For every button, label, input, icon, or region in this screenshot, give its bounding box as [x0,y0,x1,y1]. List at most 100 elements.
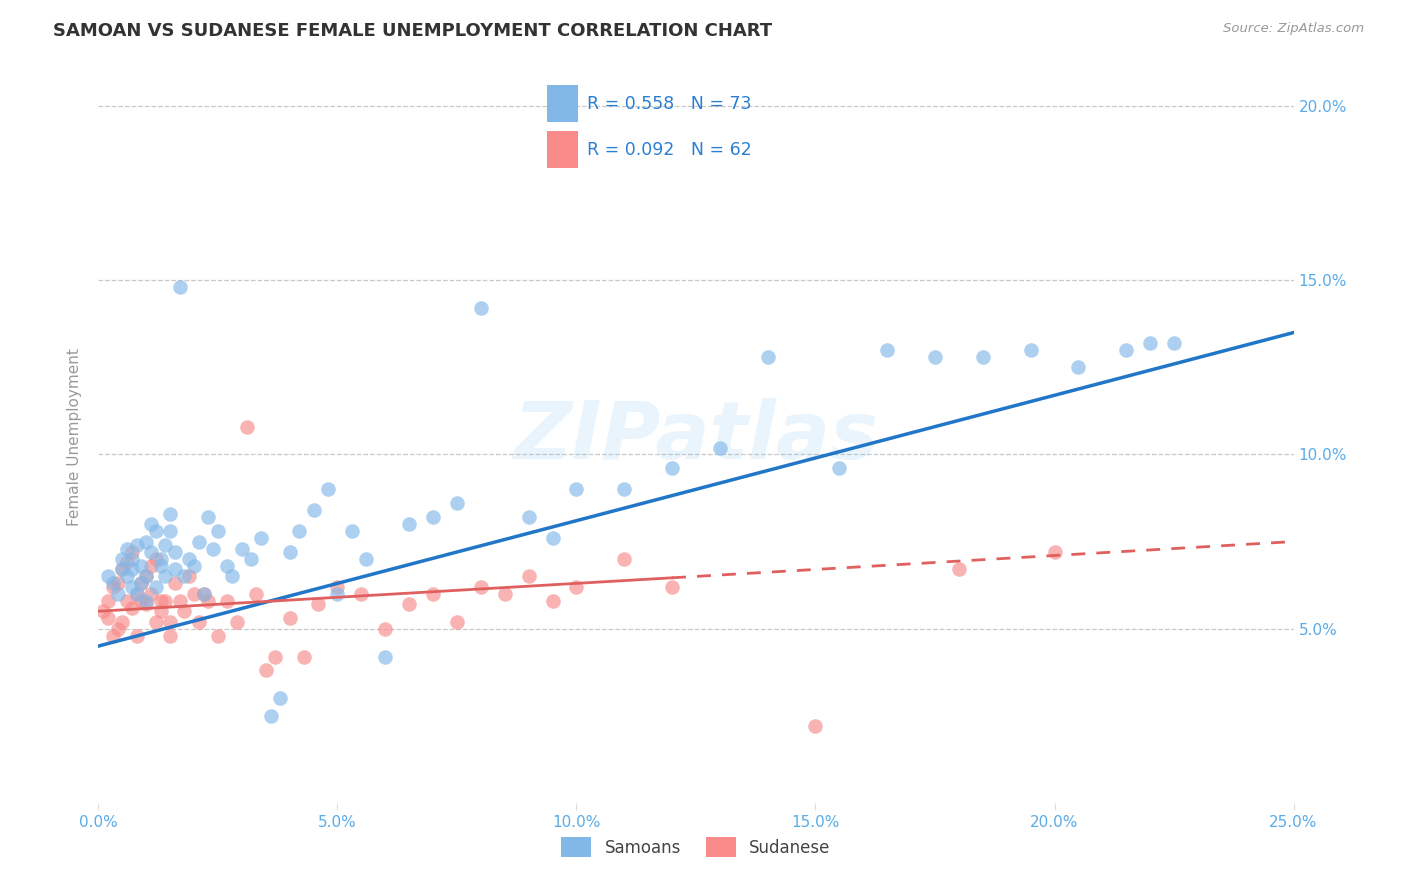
Point [517,510,540,524]
Point [924,350,946,364]
Point [756,350,779,364]
Point [661,580,683,594]
Point [217,594,239,608]
Point [231,541,253,556]
Point [155,538,177,552]
Point [221,569,243,583]
Point [91,604,114,618]
Point [350,587,373,601]
Point [1067,360,1090,375]
Point [97,594,120,608]
Point [326,587,349,601]
Point [245,587,267,601]
Point [149,594,172,608]
Point [145,524,167,538]
Point [179,552,201,566]
Point [278,545,301,559]
Point [107,576,129,591]
Point [240,552,263,566]
Point [115,594,138,608]
Point [541,531,564,545]
Point [613,483,636,497]
Point [101,629,124,643]
Point [115,569,138,583]
Legend: Samoans, Sudanese: Samoans, Sudanese [554,830,838,864]
Point [163,576,186,591]
Point [97,569,120,583]
Point [173,569,195,583]
Point [101,580,124,594]
Point [1019,343,1042,357]
Point [111,562,134,576]
Point [121,552,143,566]
Point [135,534,157,549]
Text: SAMOAN VS SUDANESE FEMALE UNEMPLOYMENT CORRELATION CHART: SAMOAN VS SUDANESE FEMALE UNEMPLOYMENT C… [53,22,772,40]
Point [187,534,209,549]
Point [101,576,124,591]
Point [259,708,281,723]
Point [217,558,239,573]
Point [264,649,287,664]
Point [135,569,157,583]
Point [107,587,129,601]
Point [111,615,134,629]
Point [135,594,157,608]
Point [661,461,683,475]
Point [115,541,138,556]
Point [169,280,191,294]
Point [179,569,201,583]
Point [121,545,143,559]
Point [494,587,516,601]
Point [316,483,339,497]
Point [340,524,363,538]
Point [207,629,229,643]
Point [131,576,153,591]
Point [709,441,731,455]
Point [145,552,167,566]
Point [139,558,162,573]
Point [876,343,898,357]
Point [193,587,215,601]
Point [1139,336,1161,351]
Point [135,569,157,583]
Point [111,562,134,576]
Point [292,649,315,664]
Point [1115,343,1137,357]
Point [107,622,129,636]
Point [121,580,143,594]
Point [470,580,492,594]
Text: Source: ZipAtlas.com: Source: ZipAtlas.com [1223,22,1364,36]
Point [187,615,209,629]
Point [125,587,148,601]
Point [354,552,377,566]
Point [183,558,205,573]
Point [159,615,181,629]
Point [804,719,827,733]
Point [149,558,172,573]
Point [155,569,177,583]
Point [173,604,195,618]
Point [121,562,143,576]
Point [155,594,177,608]
Point [254,664,277,678]
Point [169,594,191,608]
Point [115,556,138,570]
Text: R = 0.092   N = 62: R = 0.092 N = 62 [586,141,752,159]
Point [207,524,229,538]
Point [422,587,444,601]
Point [269,691,291,706]
Point [131,594,153,608]
Point [163,545,186,559]
Point [139,587,162,601]
Point [235,419,257,434]
Point [250,531,273,545]
Bar [547,131,578,168]
Point [226,615,249,629]
Point [565,580,588,594]
Point [145,615,167,629]
Point [278,611,301,625]
Point [145,580,167,594]
Point [972,350,994,364]
Point [398,597,420,611]
Point [135,597,157,611]
